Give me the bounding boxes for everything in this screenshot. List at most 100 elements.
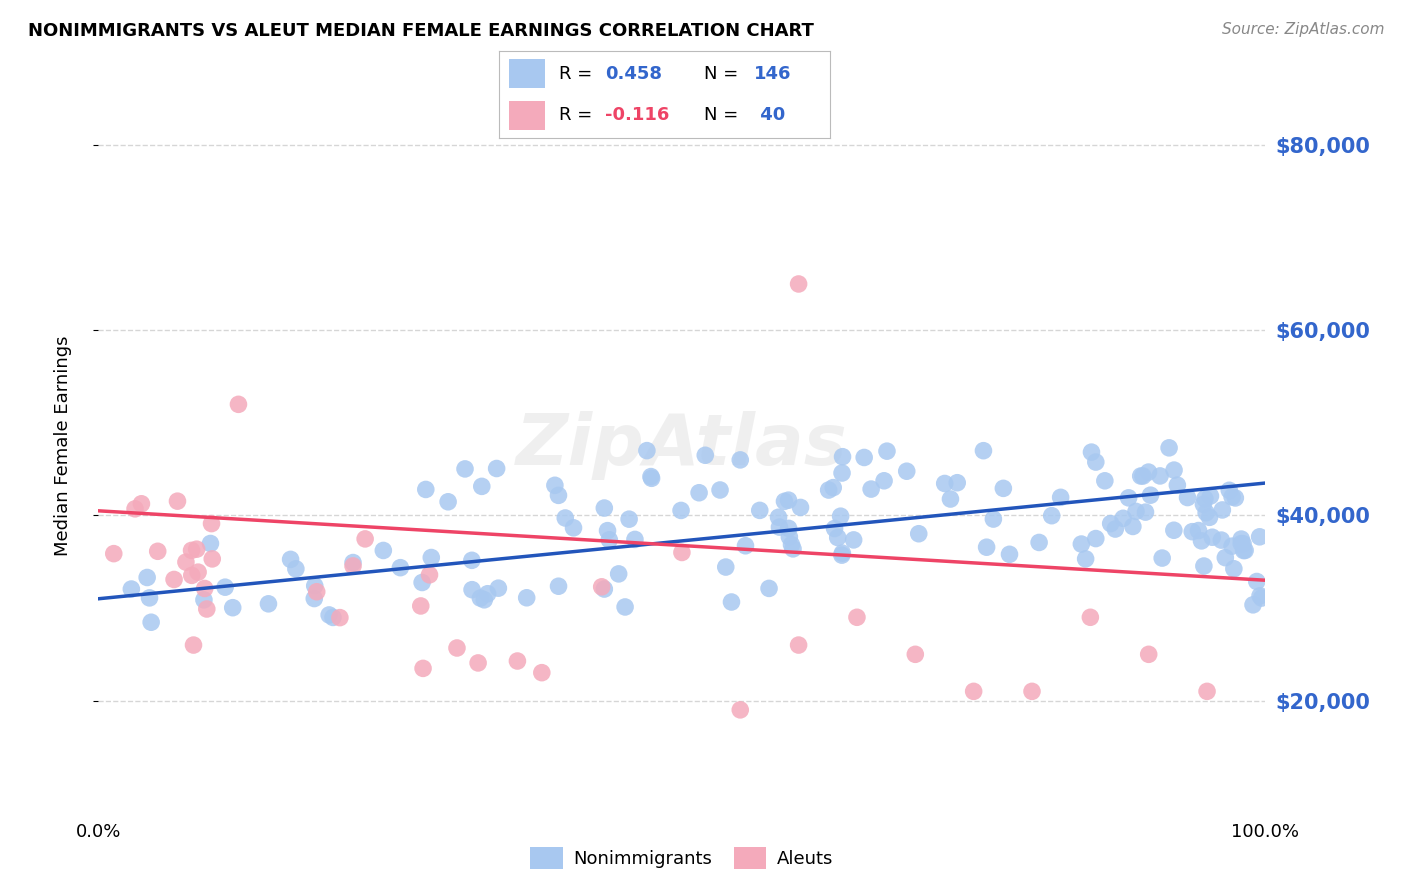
Point <box>138 591 160 605</box>
Point <box>530 665 553 680</box>
Point <box>787 277 810 291</box>
Point <box>389 560 412 574</box>
Text: -0.116: -0.116 <box>605 105 669 124</box>
Point <box>1149 469 1171 483</box>
Point <box>714 560 737 574</box>
Point <box>876 444 898 458</box>
Point <box>780 538 803 552</box>
Point <box>544 478 567 492</box>
Point <box>280 552 302 566</box>
Point <box>437 495 460 509</box>
Y-axis label: Median Female Earnings: Median Female Earnings <box>53 335 72 557</box>
Point <box>1163 523 1185 537</box>
Point <box>636 443 658 458</box>
Point <box>860 482 883 496</box>
Text: 146: 146 <box>754 65 792 84</box>
Point <box>896 464 918 478</box>
Point <box>1211 533 1233 547</box>
Text: ZipAtlas: ZipAtlas <box>516 411 848 481</box>
Point <box>976 540 998 554</box>
Point <box>322 610 344 624</box>
Point <box>412 661 434 675</box>
Text: NONIMMIGRANTS VS ALEUT MEDIAN FEMALE EARNINGS CORRELATION CHART: NONIMMIGRANTS VS ALEUT MEDIAN FEMALE EAR… <box>28 22 814 40</box>
Point <box>467 656 489 670</box>
Point <box>329 610 352 624</box>
Point <box>640 469 662 483</box>
Point <box>939 491 962 506</box>
Point <box>1211 503 1233 517</box>
Point <box>103 547 125 561</box>
Point <box>1122 519 1144 533</box>
Point <box>846 610 869 624</box>
Point <box>934 476 956 491</box>
Text: 0.458: 0.458 <box>605 65 662 84</box>
Point <box>748 503 770 517</box>
Point <box>1195 506 1218 520</box>
Point <box>1132 469 1154 483</box>
Point <box>688 485 710 500</box>
Point <box>222 600 245 615</box>
Point <box>1198 510 1220 524</box>
Point <box>1213 550 1236 565</box>
Point <box>853 450 876 465</box>
Point <box>214 580 236 594</box>
Point <box>1094 474 1116 488</box>
Point <box>1220 490 1243 504</box>
Point <box>1194 491 1216 506</box>
Point <box>1074 552 1097 566</box>
Point <box>1125 504 1147 518</box>
Point <box>131 497 153 511</box>
Text: 40: 40 <box>754 105 785 124</box>
Point <box>304 579 326 593</box>
Point <box>1192 559 1215 574</box>
Point <box>734 539 756 553</box>
Point <box>1028 535 1050 549</box>
Point <box>506 654 529 668</box>
Point <box>1232 537 1254 551</box>
Point <box>768 520 790 534</box>
Point <box>373 543 395 558</box>
Point <box>873 474 896 488</box>
Point <box>789 500 811 515</box>
Point <box>824 521 846 535</box>
Point <box>842 533 865 547</box>
Text: R =: R = <box>558 105 598 124</box>
Point <box>354 532 377 546</box>
Point <box>946 475 969 490</box>
Point <box>607 566 630 581</box>
Point <box>1177 491 1199 505</box>
Point <box>1049 491 1071 505</box>
Point <box>778 521 800 535</box>
Point <box>831 450 853 464</box>
Point <box>1223 562 1246 576</box>
Point <box>195 602 218 616</box>
Point <box>174 555 197 569</box>
Point <box>136 570 159 584</box>
Point <box>409 599 432 613</box>
Point <box>787 638 810 652</box>
Point <box>709 483 731 497</box>
Point <box>486 581 509 595</box>
Point <box>1139 488 1161 502</box>
Point <box>972 443 994 458</box>
Point <box>1104 522 1126 536</box>
Point <box>411 575 433 590</box>
Point <box>591 580 613 594</box>
Point <box>200 536 222 550</box>
Point <box>1099 516 1122 531</box>
Point <box>415 483 437 497</box>
Point <box>1040 508 1063 523</box>
Point <box>823 481 845 495</box>
Point <box>598 533 620 547</box>
Point <box>830 509 852 524</box>
Point <box>1181 524 1204 539</box>
Point <box>1191 533 1213 548</box>
Text: N =: N = <box>704 105 744 124</box>
Point <box>817 483 839 497</box>
Bar <box>509 59 546 88</box>
Point <box>141 615 163 630</box>
Point <box>1166 478 1188 492</box>
Point <box>1249 589 1271 603</box>
Point <box>782 541 804 556</box>
Point <box>547 579 569 593</box>
